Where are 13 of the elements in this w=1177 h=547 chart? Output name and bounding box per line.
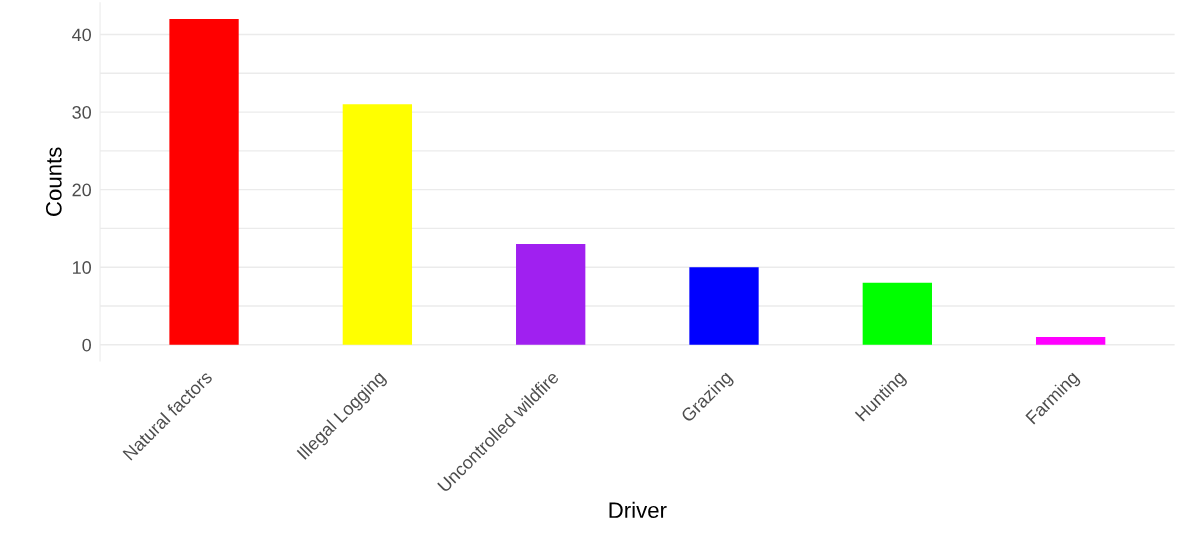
y-tick-label: 0 xyxy=(82,338,92,352)
bar xyxy=(169,19,239,345)
bar xyxy=(1035,336,1106,345)
x-axis-title: Driver xyxy=(609,501,667,519)
bar xyxy=(342,104,413,345)
bar xyxy=(862,282,932,345)
bar xyxy=(516,243,586,345)
y-tick-label: 40 xyxy=(72,28,92,42)
bar xyxy=(689,267,759,345)
y-tick-label: 20 xyxy=(72,183,92,197)
y-tick-label: 10 xyxy=(73,261,92,274)
y-axis-title: Counts xyxy=(45,147,62,216)
y-tick-label: 30 xyxy=(72,106,92,119)
